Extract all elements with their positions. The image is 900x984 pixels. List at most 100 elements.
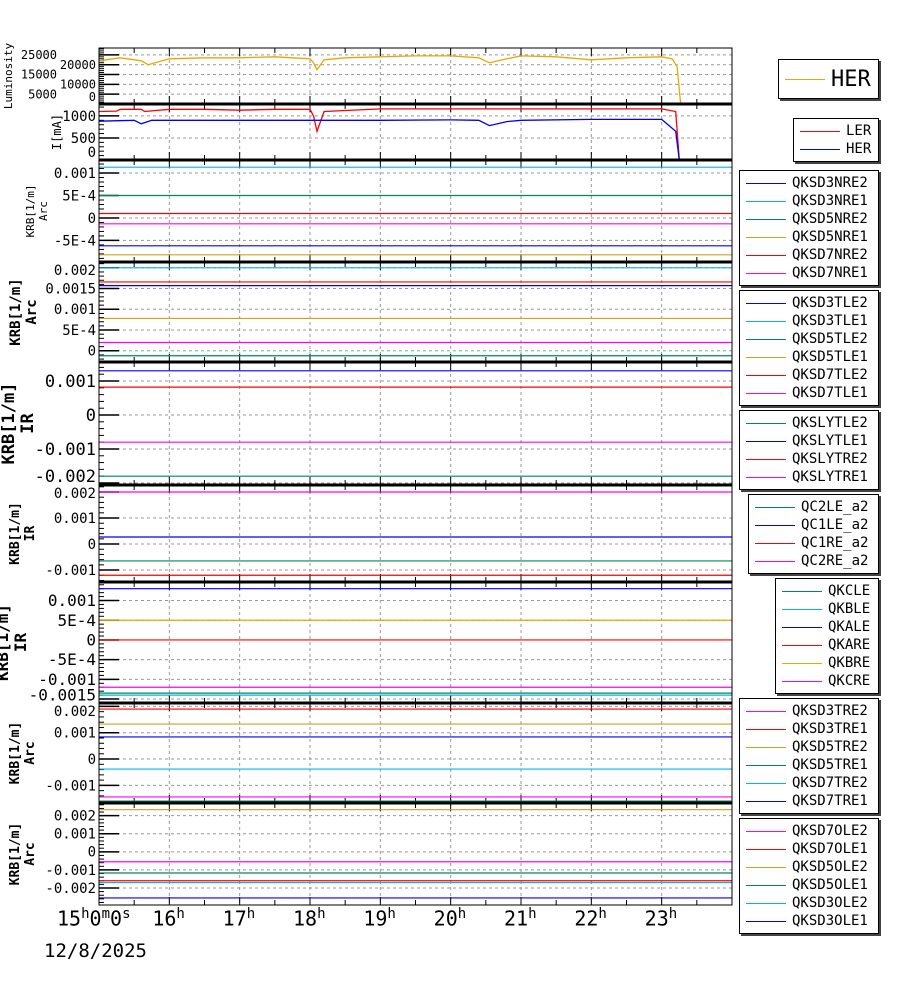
legend-label: QKSD7NRE2 [792, 247, 868, 263]
panel-3: -5E-4 0 5E-4 0.001 [54, 158, 733, 263]
y-tick-label: 0.002 [54, 809, 96, 825]
panel-frame [98, 261, 733, 363]
legend-label: QKSD5TRE2 [792, 739, 868, 755]
legend-swatch [746, 356, 786, 358]
y-tick-label: 0 [88, 752, 96, 768]
y-axis-label-line: KRB[1/m] [8, 822, 23, 886]
legend-item: QKBRE [782, 654, 870, 672]
legend-label: QKBRE [828, 655, 871, 671]
y-axis-label: KRB[1/m] Arc [24, 160, 50, 262]
legend-swatch [746, 800, 786, 802]
legend-label: QKSD7OLE2 [792, 823, 868, 839]
panel-4: 0 5E-4 0.001 0.0015 0.002 [45, 260, 733, 363]
y-tick-label: -0.001 [38, 670, 96, 689]
y-tick-label: -0.001 [45, 863, 96, 879]
legend-swatch [746, 746, 786, 748]
legend-swatch [746, 392, 786, 394]
x-tick-label: 21h [504, 906, 537, 931]
y-tick-label: 0 [88, 211, 96, 227]
legend-item: QC1LE_a2 [755, 516, 868, 534]
legend-item: QKSD7NRE2 [746, 246, 868, 264]
legend-label: QKCRE [828, 673, 871, 689]
x-tick-label: 16h [152, 906, 185, 931]
y-axis-label: KRB[1/m] Arc [8, 262, 40, 362]
series-line-LER [98, 108, 732, 161]
legend-item: QKSD5NRE1 [746, 228, 868, 246]
legend-panel-4: QKSD3TLE2 QKSD3TLE1 QKSD5TLE2 QKSD5TLE1 QKSD… [739, 290, 879, 406]
y-tick-label: -5E-4 [48, 650, 96, 669]
y-axis-label-line: Arc [23, 741, 38, 765]
legend-swatch [746, 884, 786, 886]
legend-item: QKSD3TLE1 [746, 312, 868, 330]
legend-label: QKSD3TRE1 [792, 721, 868, 737]
legend-label: QKSD3OLE2 [792, 895, 868, 911]
y-tick-label: 5E-4 [57, 611, 96, 630]
panel-6: -0.001 0 0.001 0.002 [45, 483, 733, 583]
legend-swatch [746, 728, 786, 730]
y-tick-label: 0.001 [45, 372, 96, 392]
panel-9: -0.002 -0.001 0 0.001 0.002 [45, 801, 733, 906]
legend-swatch [755, 506, 795, 508]
y-tick-label: 0 [88, 344, 96, 360]
legend-label: QKSLYTRE2 [792, 451, 868, 467]
legend-swatch [782, 680, 822, 682]
legend-item: QKSLYTLE1 [746, 432, 868, 450]
legend-item: QKSD3TRE1 [746, 720, 868, 738]
legend-swatch [746, 764, 786, 766]
legend-label: QKSD7NRE1 [792, 265, 868, 281]
y-tick-label: 0 [86, 631, 96, 650]
legend-label: QKSD5TRE1 [792, 757, 868, 773]
legend-item: QKSD3OLE1 [746, 912, 868, 930]
legend-swatch [746, 458, 786, 460]
y-tick-label: -5E-4 [54, 233, 96, 249]
legend-label: QKSD3TLE1 [792, 313, 868, 329]
legend-swatch [746, 848, 786, 850]
legend-item: QKSD3NRE1 [746, 192, 868, 210]
legend-label: HER [846, 141, 872, 157]
legend-swatch [800, 148, 840, 150]
y-tick-label: -0.002 [35, 467, 96, 487]
y-tick-label: 0.001 [54, 726, 96, 742]
legend-label: QKSD3TLE2 [792, 295, 868, 311]
y-tick-label: -0.001 [35, 440, 96, 460]
legend-item: QKSD5TLE1 [746, 348, 868, 366]
y-tick-label: 0.002 [54, 704, 96, 720]
legend-swatch [746, 218, 786, 220]
legend-swatch [746, 920, 786, 922]
legend-item: QKSLYTRE1 [746, 468, 868, 486]
legend-swatch [746, 782, 786, 784]
legend-label: QKSD7TRE1 [792, 793, 868, 809]
y-axis-label-line: KRB[1/m] [0, 382, 19, 465]
y-tick-label: 0.002 [54, 486, 96, 502]
y-axis-label: Luminosity [2, 36, 15, 116]
legend-swatch [746, 182, 786, 184]
y-tick-label: 0 [89, 90, 96, 104]
y-axis-label: KRB[1/m] IR [0, 582, 30, 703]
legend-label: QKSD5OLE2 [792, 859, 868, 875]
legend-label: QKSD7TRE2 [792, 775, 868, 791]
legend-panel-1: HER [778, 59, 879, 99]
legend-item: QKSD5TRE1 [746, 756, 868, 774]
legend-item: LER [800, 122, 871, 140]
y-tick-label: 20000 [60, 58, 96, 72]
panel-frame [98, 581, 733, 704]
legend-item: QKSLYTRE2 [746, 450, 868, 468]
x-tick-label: 18h [293, 906, 326, 931]
panel-8: -0.001 0 0.001 0.002 [45, 701, 733, 804]
panel-frame [98, 103, 733, 161]
legend-swatch [746, 866, 786, 868]
legend-item: HER [785, 66, 871, 92]
y-tick-label: 0.0015 [45, 281, 96, 297]
y-axis-label: KRB[1/m] Arc [8, 803, 38, 905]
x-tick-label: 23h [644, 906, 678, 931]
x-tick-label: 17h [222, 906, 256, 931]
legend-item: QKSD7OLE1 [746, 840, 868, 858]
panel-frame [98, 484, 733, 583]
legend-panel-3: QKSD3NRE2 QKSD3NRE1 QKSD5NRE2 QKSD5NRE1 QKSD… [739, 170, 879, 286]
panel-5: -0.002 -0.001 0 0.001 [35, 360, 733, 487]
y-tick-label: 0 [88, 537, 96, 553]
legend-swatch [782, 608, 822, 610]
legend-item: QKSD5OLE2 [746, 858, 868, 876]
legend-item: QKALE [782, 618, 870, 636]
legend-item: QKSD7TRE1 [746, 792, 868, 810]
